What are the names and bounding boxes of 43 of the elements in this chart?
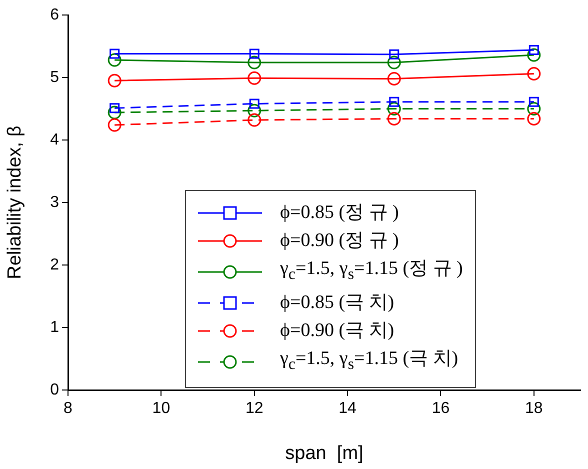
point [108,53,122,67]
x-axis-title: span [m] [285,442,364,464]
point [248,104,262,118]
y-tick-label: 4 [50,131,60,148]
x-tick-label: 16 [432,400,450,418]
y-tick-label: 1 [50,318,60,336]
point [527,67,541,80]
x-tick-label: 8 [64,400,73,418]
y-tick-label: 3 [50,194,60,211]
point [108,118,122,132]
point [528,96,539,107]
x-tick-label: 12 [245,400,264,418]
y-tick-label: 2 [50,256,60,274]
legend-label: ϕ=0.85 (극 치) [280,290,394,315]
y-tick-label: 0 [50,381,60,398]
point [108,74,122,88]
point [248,71,262,85]
point [249,98,260,109]
y-tick-label: 6 [50,6,60,24]
legend-label: ϕ=0.85 (정 규 ) [280,201,399,225]
point [527,48,541,62]
point [110,48,120,59]
legend-label: ϕ=0.90 (극 치) [280,318,394,343]
point [249,48,260,59]
y-axis-title: Reliability index, β [4,126,26,280]
x-tick-label: 14 [338,400,357,418]
point [389,49,400,60]
point [248,56,262,70]
point [108,106,122,120]
legend-label: γ$_{c}$=1.5, γ$_{s}$=1.15 (극 치) [280,346,458,375]
point [527,102,541,116]
x-tick-label: 18 [525,400,543,418]
x-tick-label: 10 [152,400,170,418]
point [389,96,400,107]
point [387,112,401,126]
point [387,72,401,86]
y-tick-label: 5 [50,68,60,86]
legend-label: γ$_{c}$=1.5, γ$_{s}$=1.15 (정 규 ) [280,257,463,285]
legend-label: ϕ=0.90 (정 규 ) [280,229,399,253]
point [248,113,262,127]
point [387,56,401,70]
point [527,112,541,126]
point [387,102,401,116]
